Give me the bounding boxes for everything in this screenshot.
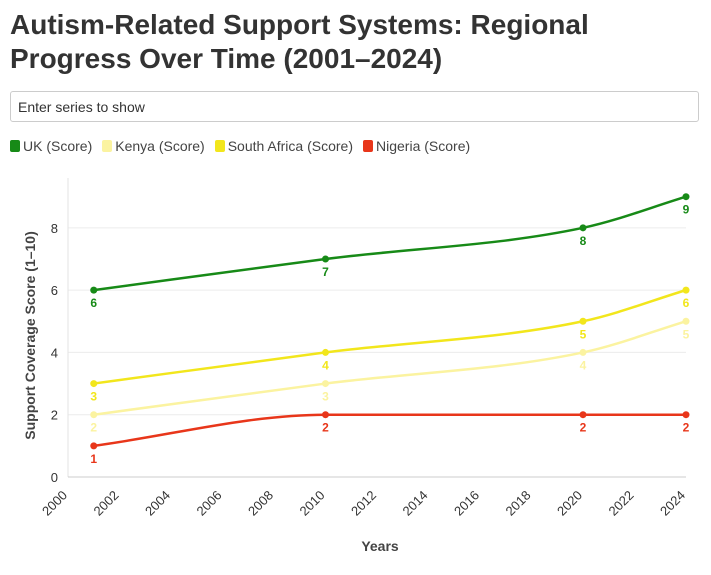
x-tick-label: 2018: [503, 488, 534, 519]
legend-item-uk[interactable]: UK (Score): [10, 138, 92, 154]
y-tick-label: 6: [51, 283, 58, 298]
data-point-uk: [682, 193, 690, 201]
data-point-nigeria: [682, 411, 690, 419]
data-point-kenya: [90, 411, 98, 419]
legend-swatch-nigeria: [363, 140, 373, 152]
data-point-south-africa: [322, 348, 329, 356]
series-line-uk: [93, 195, 687, 292]
data-label-nigeria: 2: [683, 421, 690, 435]
legend-label-nigeria: Nigeria (Score): [376, 138, 471, 154]
data-point-kenya: [579, 348, 587, 356]
data-label-uk: 6: [90, 296, 97, 310]
x-tick-label: 2004: [142, 488, 173, 519]
series-line-south-africa: [93, 288, 687, 385]
data-point-kenya: [322, 380, 329, 388]
x-tick-label: 2014: [400, 488, 431, 519]
data-label-south-africa: 5: [580, 327, 587, 341]
chart-title: Autism-Related Support Systems: Regional…: [10, 9, 589, 74]
x-tick-label: 2002: [91, 488, 122, 519]
data-label-uk: 8: [580, 234, 587, 248]
legend-swatch-kenya: [102, 140, 113, 152]
x-tick-label: 2000: [39, 488, 70, 519]
x-tick-label: 2022: [606, 488, 637, 519]
x-tick-label: 2016: [451, 488, 482, 519]
x-tick-label: 2020: [554, 488, 585, 519]
data-point-kenya: [682, 317, 690, 325]
data-label-kenya: 4: [580, 358, 587, 372]
data-point-south-africa: [682, 286, 690, 294]
data-point-nigeria: [90, 442, 98, 450]
legend-label-south-africa: South Africa (Score): [227, 138, 353, 154]
data-point-south-africa: [579, 317, 587, 325]
data-label-south-africa: 3: [90, 390, 97, 404]
y-tick-label: 2: [51, 408, 58, 423]
data-point-south-africa: [90, 380, 98, 388]
x-tick-label: 2024: [657, 488, 688, 519]
legend-item-south-africa[interactable]: South Africa (Score): [214, 138, 353, 154]
data-label-nigeria: 2: [322, 421, 329, 435]
legend-item-kenya[interactable]: Kenya (Score): [102, 138, 205, 154]
series-line-nigeria: [93, 413, 686, 448]
legend: UK (Score) Kenya (Score) South Africa (S…: [10, 138, 470, 154]
data-label-nigeria: 1: [90, 452, 97, 466]
data-point-uk: [90, 286, 98, 294]
legend-item-nigeria[interactable]: Nigeria (Score): [363, 138, 470, 154]
x-axis-title: Years: [361, 538, 399, 554]
y-tick-label: 0: [51, 470, 58, 485]
x-tick-label: 2012: [348, 488, 379, 519]
y-tick-label: 4: [51, 345, 58, 360]
data-point-uk: [322, 255, 329, 263]
x-tick-label: 2010: [297, 488, 328, 519]
y-axis-title: Support Coverage Score (1–10): [22, 231, 38, 440]
data-point-uk: [579, 224, 587, 232]
data-label-south-africa: 6: [683, 296, 690, 310]
data-label-kenya: 5: [683, 327, 690, 341]
data-label-uk: 9: [683, 203, 690, 217]
series-filter-input[interactable]: [10, 91, 699, 122]
x-tick-label: 2006: [194, 488, 225, 519]
legend-label-kenya: Kenya (Score): [115, 138, 205, 154]
legend-label-uk: UK (Score): [23, 138, 93, 154]
series-line-kenya: [93, 320, 687, 416]
legend-swatch-south-africa: [214, 140, 225, 152]
data-label-kenya: 2: [90, 421, 97, 435]
data-point-nigeria: [322, 411, 329, 419]
y-tick-label: 8: [51, 221, 58, 236]
data-label-south-africa: 4: [322, 358, 329, 372]
data-point-nigeria: [579, 411, 587, 419]
data-label-nigeria: 2: [580, 421, 587, 435]
legend-swatch-uk: [10, 140, 20, 152]
data-label-kenya: 3: [322, 390, 329, 404]
x-tick-label: 2008: [245, 488, 276, 519]
data-label-uk: 7: [322, 265, 329, 279]
